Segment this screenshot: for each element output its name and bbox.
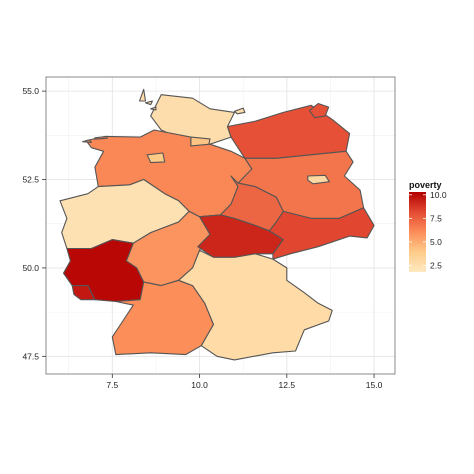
y-tick-label: 47.5 — [22, 351, 39, 361]
x-tick-label: 12.5 — [279, 380, 296, 390]
legend-tick-label: 10.0 — [430, 190, 447, 200]
legend: poverty 10.0 7.5 5.0 2.5 — [409, 180, 447, 272]
legend-colorbar — [409, 192, 426, 272]
region-bremen — [146, 152, 166, 164]
region-island-nordfriesland — [150, 106, 157, 111]
y-tick-label: 55.0 — [22, 86, 39, 96]
x-tick-label: 7.5 — [106, 380, 118, 390]
region-island-borkum — [82, 139, 92, 143]
axes: 7.5 10.0 12.5 15.0 47.5 50.0 52.5 55.0 — [22, 86, 382, 390]
region-island-foehr — [144, 100, 153, 106]
plot-panel-border — [45, 76, 396, 375]
y-tick-label: 52.5 — [22, 175, 39, 185]
region-layer — [59, 88, 375, 361]
region-berlin — [307, 174, 330, 185]
region-saarland — [71, 285, 96, 301]
legend-tick-label: 7.5 — [430, 213, 442, 223]
x-tick-label: 10.0 — [191, 380, 208, 390]
legend-ticks: 10.0 7.5 5.0 2.5 — [409, 190, 447, 270]
region-bayern — [178, 249, 333, 361]
region-island-ruegen — [308, 102, 330, 119]
region-island-sylt — [138, 88, 147, 102]
x-tick-label: 15.0 — [366, 380, 383, 390]
region-island-juist — [94, 135, 108, 140]
region-island-fehmarn — [233, 107, 246, 115]
legend-tick-label: 5.0 — [430, 237, 442, 247]
y-tick-label: 50.0 — [22, 263, 39, 273]
region-sachsen — [268, 207, 375, 260]
legend-tick-label: 2.5 — [430, 260, 442, 270]
legend-title: poverty — [409, 180, 442, 190]
